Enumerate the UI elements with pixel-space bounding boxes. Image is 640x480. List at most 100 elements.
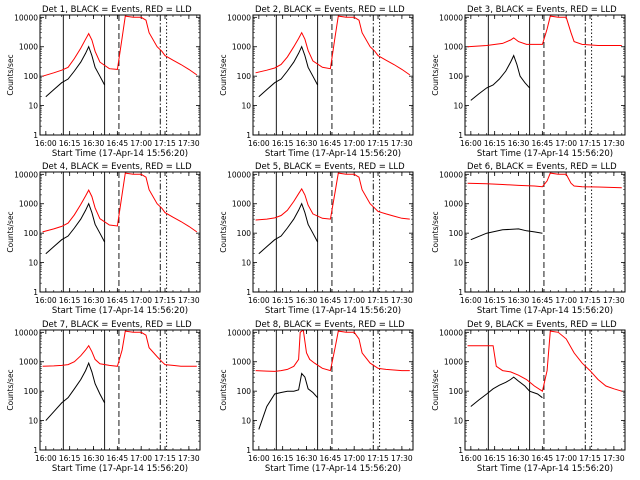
y-tick-label: 100 <box>449 72 464 81</box>
y-tick-label: 1000 <box>232 43 251 52</box>
x-tick-label: 17:00 <box>130 296 152 305</box>
y-tick-label: 1 <box>33 131 38 140</box>
series-line-lld <box>42 172 198 233</box>
y-tick-label: 10 <box>28 102 38 111</box>
panel-title: Det 7, BLACK = Events, RED = LLD <box>42 320 192 330</box>
x-tick-label: 17:30 <box>178 454 200 463</box>
x-axis-label: Start Time (17-Apr-14 15:56:20) <box>52 306 188 316</box>
x-tick-label: 17:15 <box>154 139 176 148</box>
y-tick-label: 100 <box>237 387 252 396</box>
series-line-lld <box>255 172 410 221</box>
x-tick-label: 16:45 <box>320 139 342 148</box>
series-line-events <box>470 376 543 407</box>
x-tick-label: 16:30 <box>83 454 105 463</box>
y-tick-label: 10000 <box>14 328 38 337</box>
series-line-events <box>258 45 319 98</box>
y-tick-label: 1 <box>246 446 251 455</box>
panel-title: Det 8, BLACK = Events, RED = LLD <box>255 320 405 330</box>
x-tick-label: 17:00 <box>343 296 365 305</box>
y-tick-label: 10 <box>28 259 38 268</box>
x-tick-label: 16:00 <box>248 454 270 463</box>
y-tick-label: 10000 <box>227 170 251 179</box>
y-tick-label: 10000 <box>227 328 251 337</box>
y-tick-label: 10 <box>453 102 463 111</box>
x-tick-label: 16:00 <box>460 139 482 148</box>
y-axis-label: Counts/sec <box>219 211 228 252</box>
y-tick-label: 10 <box>241 259 251 268</box>
y-tick-label: 10 <box>28 417 38 426</box>
x-tick-label: 17:00 <box>555 454 577 463</box>
y-tick-label: 10000 <box>439 13 463 22</box>
y-tick-label: 1 <box>458 288 463 297</box>
x-tick-label: 16:30 <box>83 139 105 148</box>
x-tick-label: 16:00 <box>248 139 270 148</box>
x-tick-label: 16:15 <box>272 139 294 148</box>
x-axis-label: Start Time (17-Apr-14 15:56:20) <box>477 464 613 474</box>
series-line-events <box>45 45 106 98</box>
series-line-lld <box>467 172 622 189</box>
x-tick-label: 16:15 <box>59 139 81 148</box>
y-tick-label: 1 <box>458 446 463 455</box>
plot-frame <box>252 14 414 136</box>
y-tick-label: 1000 <box>19 358 38 367</box>
y-tick-label: 100 <box>449 387 464 396</box>
y-axis-label: Counts/sec <box>6 54 15 95</box>
y-tick-label: 1000 <box>19 43 38 52</box>
x-tick-label: 17:30 <box>603 454 625 463</box>
x-tick-label: 16:45 <box>320 454 342 463</box>
x-tick-label: 16:45 <box>532 296 554 305</box>
series-line-events <box>470 228 543 241</box>
y-tick-label: 10000 <box>14 13 38 22</box>
series-line-events <box>258 202 319 255</box>
x-tick-label: 17:15 <box>579 139 601 148</box>
x-tick-label: 17:00 <box>555 139 577 148</box>
y-axis-label: Counts/sec <box>219 54 228 95</box>
x-axis-label: Start Time (17-Apr-14 15:56:20) <box>265 149 401 159</box>
x-tick-label: 16:30 <box>296 296 318 305</box>
x-tick-label: 17:30 <box>603 139 625 148</box>
x-tick-label: 17:15 <box>367 296 389 305</box>
series-line-events <box>258 372 318 430</box>
y-tick-label: 100 <box>24 229 39 238</box>
x-tick-label: 17:15 <box>579 454 601 463</box>
x-tick-label: 16:15 <box>272 454 294 463</box>
x-tick-label: 16:45 <box>320 296 342 305</box>
y-tick-label: 1 <box>458 131 463 140</box>
y-tick-label: 10000 <box>227 13 251 22</box>
x-tick-label: 16:00 <box>248 296 270 305</box>
plot-frame <box>39 171 201 293</box>
y-tick-label: 10000 <box>439 170 463 179</box>
series-line-lld <box>467 15 622 48</box>
plot-frame <box>464 329 626 451</box>
x-tick-label: 17:00 <box>343 139 365 148</box>
y-tick-label: 100 <box>24 72 39 81</box>
x-tick-label: 16:30 <box>83 296 105 305</box>
panel-title: Det 5, BLACK = Events, RED = LLD <box>255 162 405 172</box>
series-line-events <box>470 54 530 101</box>
x-axis-label: Start Time (17-Apr-14 15:56:20) <box>477 149 613 159</box>
x-tick-label: 16:30 <box>296 454 318 463</box>
x-tick-label: 17:15 <box>579 296 601 305</box>
y-axis-label: Counts/sec <box>431 211 440 252</box>
x-tick-label: 17:30 <box>391 296 413 305</box>
series-line-lld <box>255 15 411 76</box>
x-tick-label: 16:45 <box>532 139 554 148</box>
series-line-lld <box>42 330 197 367</box>
x-tick-label: 17:00 <box>130 454 152 463</box>
y-tick-label: 10000 <box>439 328 463 337</box>
x-tick-label: 17:30 <box>178 139 200 148</box>
y-tick-label: 1000 <box>232 200 251 209</box>
panel-title: Det 2, BLACK = Events, RED = LLD <box>255 5 405 15</box>
y-tick-label: 100 <box>237 72 252 81</box>
x-tick-label: 16:45 <box>107 296 129 305</box>
y-axis-label: Counts/sec <box>219 369 228 410</box>
y-tick-label: 100 <box>237 229 252 238</box>
series-line-events <box>45 202 106 255</box>
x-tick-label: 17:00 <box>343 454 365 463</box>
